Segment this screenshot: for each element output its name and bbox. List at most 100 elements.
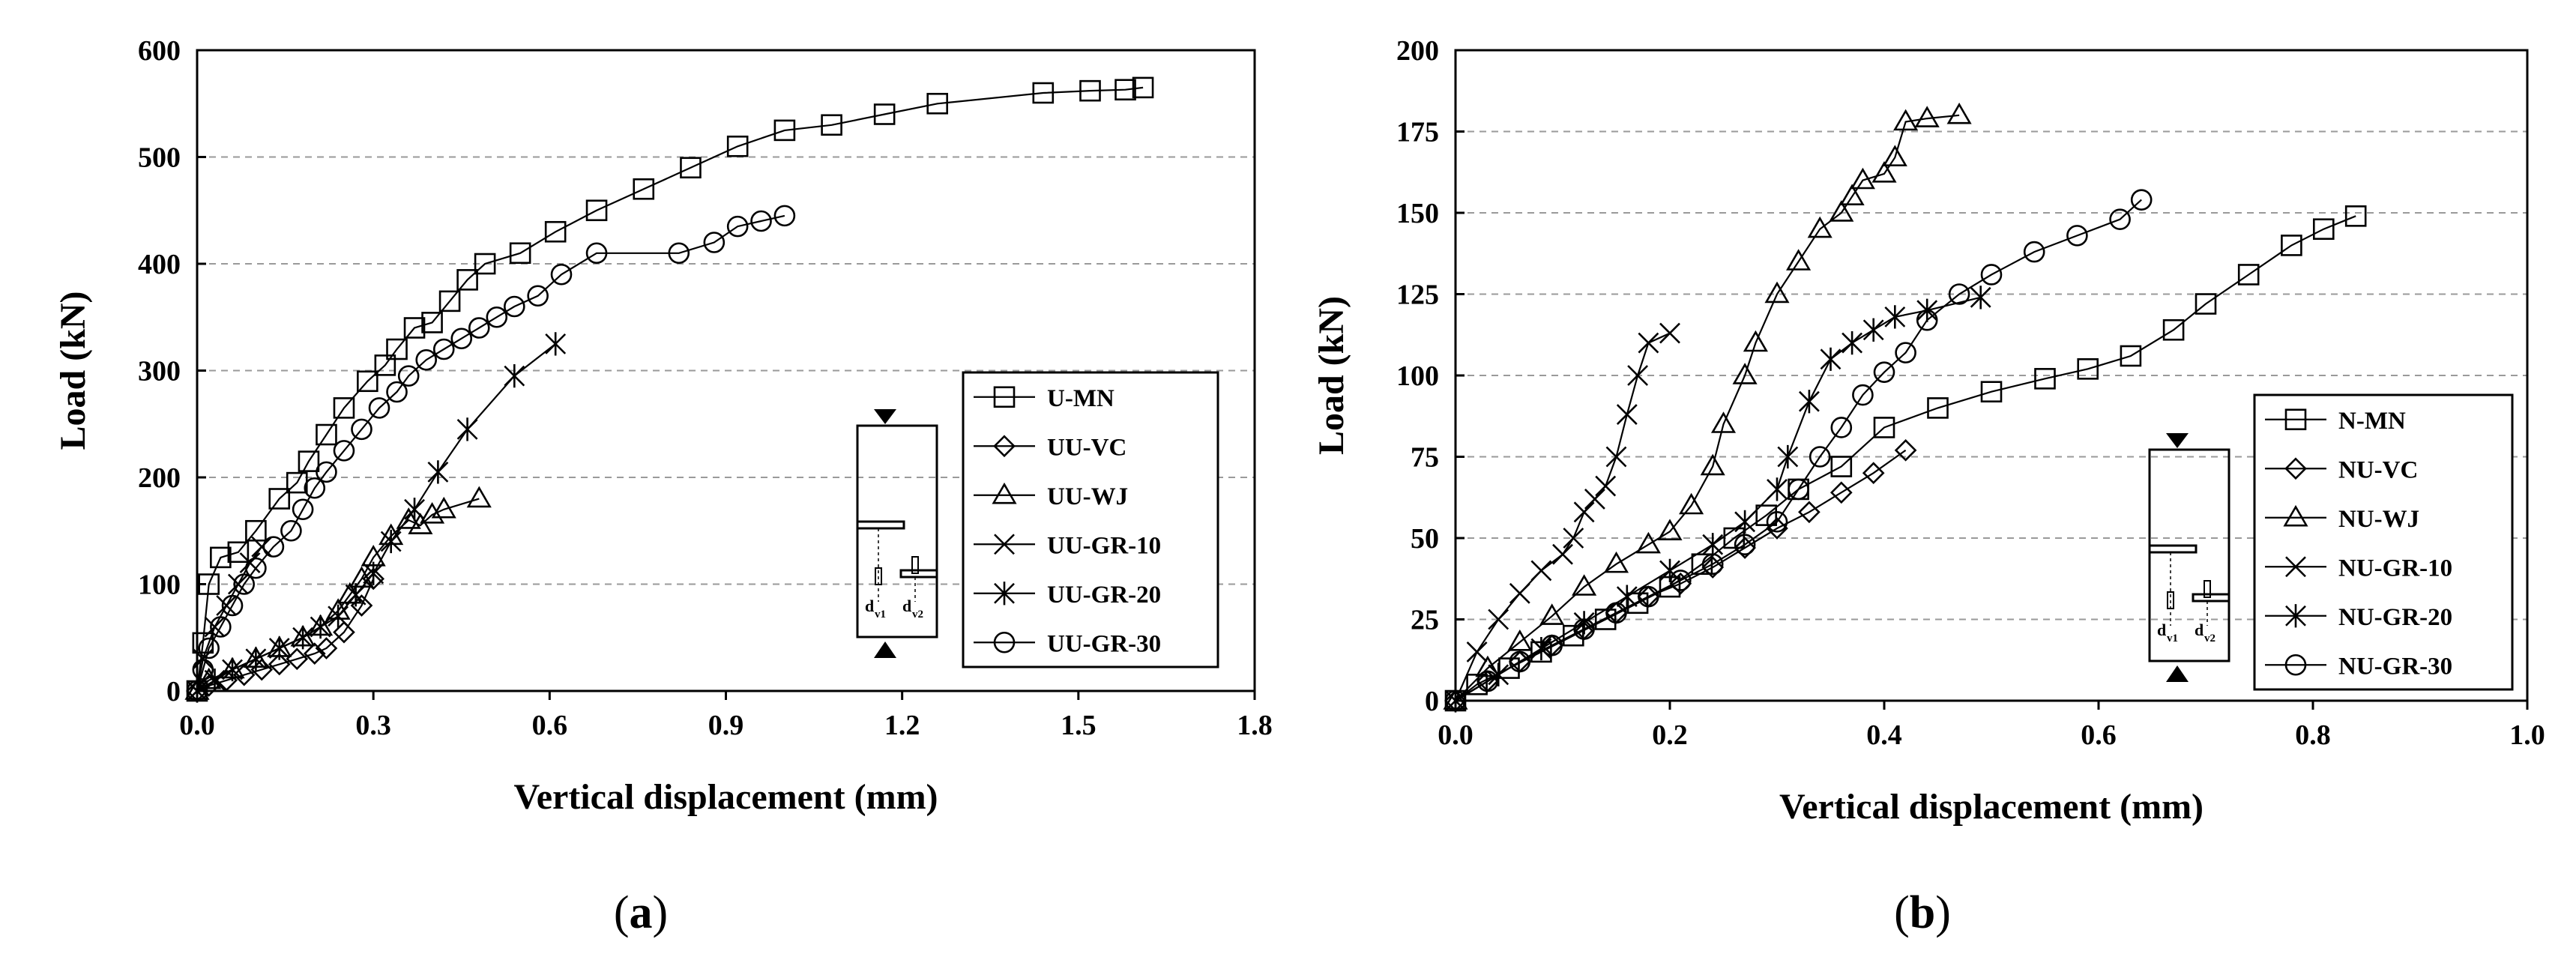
x-tick-label: 0.4 (1866, 719, 1902, 751)
data-point (726, 215, 749, 238)
data-point (1595, 475, 1617, 497)
legend-marker (2285, 604, 2306, 628)
data-point (1563, 528, 1584, 549)
y-axis-title: Load (kN) (53, 291, 93, 450)
data-point (750, 210, 772, 232)
data-point (268, 488, 291, 510)
data-point (1980, 264, 2003, 286)
inset-sub-v1: v1 (875, 609, 886, 621)
data-point (2237, 264, 2260, 286)
data-point (233, 573, 256, 595)
data-point (292, 498, 314, 521)
y-tick-label: 400 (138, 249, 181, 280)
legend-marker (993, 435, 1016, 458)
data-point (1679, 492, 1704, 515)
data-point (304, 477, 326, 499)
data-point (633, 178, 655, 200)
data-point (1659, 558, 1680, 582)
legend-box (962, 371, 1219, 668)
data-point (1539, 603, 1565, 625)
data-point (363, 561, 384, 585)
data-point (315, 637, 338, 659)
legend-item: N-MN (2265, 408, 2406, 435)
data-point (1830, 456, 1853, 477)
data-point (1862, 318, 1884, 342)
data-point (316, 423, 337, 446)
legend-marker (2284, 653, 2307, 676)
data-point (2066, 225, 2088, 247)
legend-item: UU-VC (974, 434, 1126, 461)
data-point (527, 285, 549, 307)
data-point (2034, 368, 2056, 390)
data-point (1475, 655, 1500, 677)
data-point (1573, 611, 1595, 635)
chart-b: 0 25 50 75 100 125 150 175 200 0.0 0.2 0.4 0.6 0.8 1.0… (1312, 35, 2545, 938)
legend-item: UU-GR-20 (974, 582, 1161, 609)
data-point (1894, 438, 1917, 462)
inset-sub-v2: v2 (912, 609, 923, 621)
data-point (333, 397, 355, 419)
data-point (239, 552, 261, 573)
data-point (438, 290, 461, 313)
x-axis-title: Vertical displacement (mm) (513, 777, 938, 817)
legend-item: NU-GR-30 (2265, 653, 2452, 680)
data-point (1871, 161, 1897, 183)
data-point (873, 103, 896, 125)
data-point (1700, 453, 1725, 476)
data-point (545, 332, 567, 356)
data-point (1507, 629, 1533, 651)
x-tick-label: 0.2 (1652, 719, 1688, 751)
data-point (1862, 462, 1885, 485)
data-point (380, 529, 402, 554)
data-point (1807, 216, 1833, 238)
data-point (1573, 618, 1595, 640)
panel-label-close: ) (1935, 887, 1951, 938)
legend-label: NU-GR-20 (2338, 604, 2452, 631)
data-point (1638, 585, 1659, 608)
series-nu-gr-20 (1445, 286, 1991, 713)
inset-label-dv1: d (865, 597, 874, 615)
inset-label-dv1: d (2157, 621, 2166, 639)
data-point (1635, 531, 1661, 554)
y-tick-label: 125 (1396, 280, 1439, 311)
lvdt-left (875, 567, 882, 585)
data-point (1766, 510, 1788, 533)
legend-marker (994, 534, 1015, 555)
data-point (2120, 345, 2142, 367)
data-point (1927, 397, 1949, 419)
data-point (432, 338, 455, 360)
data-point (1476, 670, 1499, 692)
y-tick-label: 75 (1411, 442, 1439, 474)
data-point (1786, 249, 1812, 271)
series-uu-gr-30 (186, 205, 796, 702)
legend-label: NU-GR-10 (2338, 555, 2452, 582)
data-point (1767, 477, 1788, 501)
y-tick-label: 200 (1396, 35, 1439, 67)
inset-sub-v1: v1 (2167, 633, 2178, 644)
specimen-notch-left (2148, 544, 2198, 554)
series-line (196, 214, 785, 692)
y-tick-label: 600 (138, 35, 181, 67)
data-point (456, 417, 478, 441)
legend: U-MN UU-VC UU-WJ UU-GR-10 UU-GR-20 UU-GR-30 (962, 371, 1219, 668)
data-point (1079, 79, 1101, 102)
data-point (1638, 332, 1659, 354)
legend-marker (994, 582, 1015, 606)
data-point (298, 450, 320, 472)
data-point (386, 338, 408, 360)
data-point (1766, 517, 1788, 540)
specimen-inset: d v1 d v2 (856, 409, 938, 658)
series-line (1455, 296, 1981, 701)
data-point (1829, 200, 1854, 222)
data-point (1573, 501, 1595, 523)
data-point (1948, 283, 1970, 305)
legend-label: NU-GR-30 (2338, 653, 2452, 680)
data-point (466, 486, 492, 508)
data-point (351, 418, 372, 441)
panel-label-open: ( (614, 887, 630, 938)
legend-item: U-MN (974, 385, 1114, 412)
data-point (262, 536, 285, 558)
data-point (1444, 689, 1467, 712)
data-point (1882, 145, 1907, 166)
data-point (1603, 551, 1629, 573)
